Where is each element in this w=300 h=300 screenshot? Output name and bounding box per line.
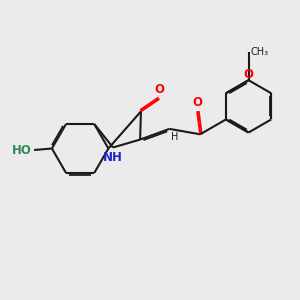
Text: H: H	[171, 133, 178, 142]
Text: O: O	[244, 68, 254, 81]
Text: HO: HO	[12, 143, 32, 157]
Text: CH₃: CH₃	[250, 47, 268, 57]
Text: O: O	[154, 83, 164, 96]
Text: NH: NH	[103, 151, 123, 164]
Text: O: O	[192, 96, 202, 109]
